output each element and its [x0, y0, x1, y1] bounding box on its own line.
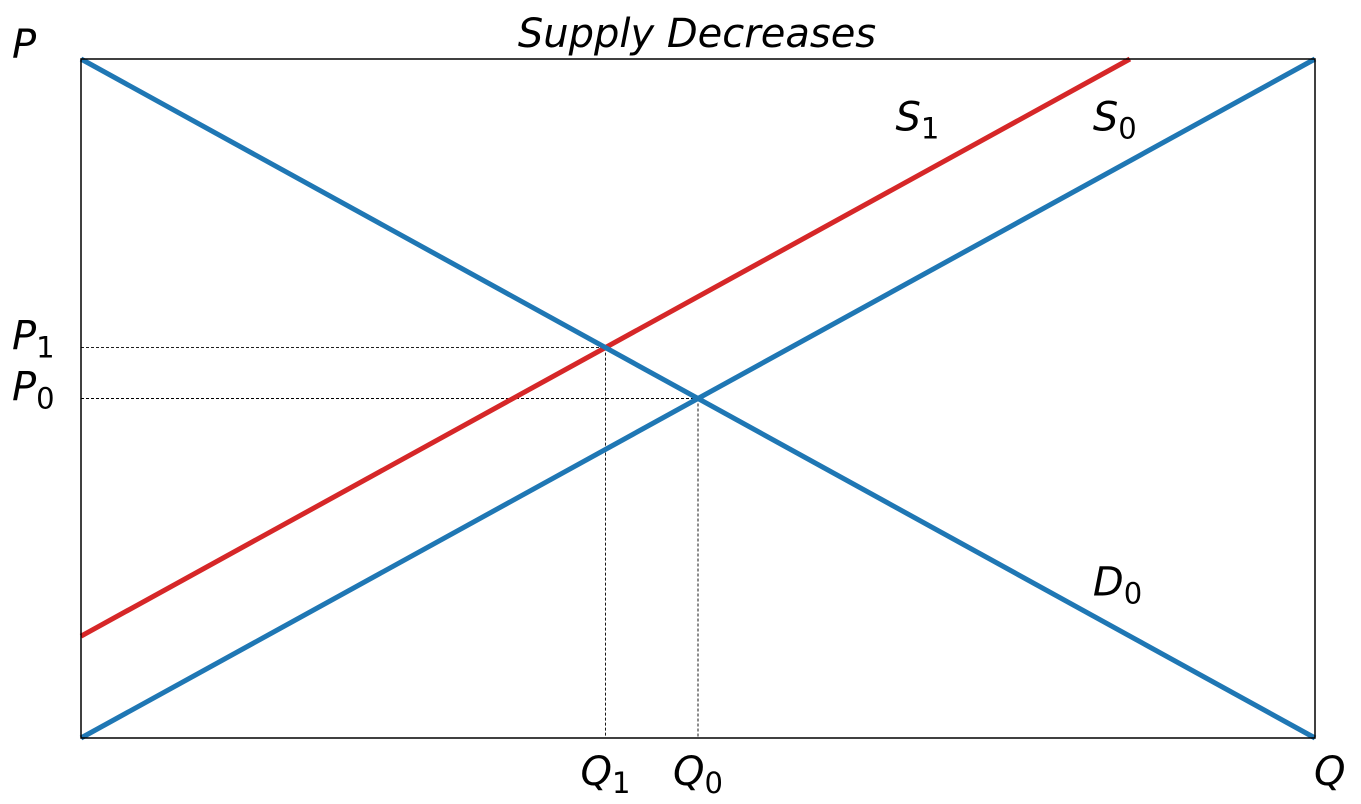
- plot-area: S1 S0 D0 Q0 P0 Q1 P1: [12, 56, 1317, 800]
- x-axis-label: Q: [1314, 749, 1345, 795]
- plot-frame: [80, 58, 1316, 739]
- chart-title: Supply Decreases: [518, 11, 876, 57]
- tick-label-q0: Q0: [673, 749, 723, 800]
- tick-label-p0: P0: [12, 365, 55, 416]
- tick-label-q1: Q1: [580, 749, 630, 800]
- curve-label-s1: S1: [895, 94, 939, 145]
- curve-label-d0: D0: [1093, 559, 1142, 610]
- tick-label-p1: P1: [12, 314, 55, 365]
- y-axis-label: P: [12, 22, 37, 68]
- curve-d0: [79, 56, 1317, 741]
- curve-label-s0: S0: [1093, 94, 1137, 145]
